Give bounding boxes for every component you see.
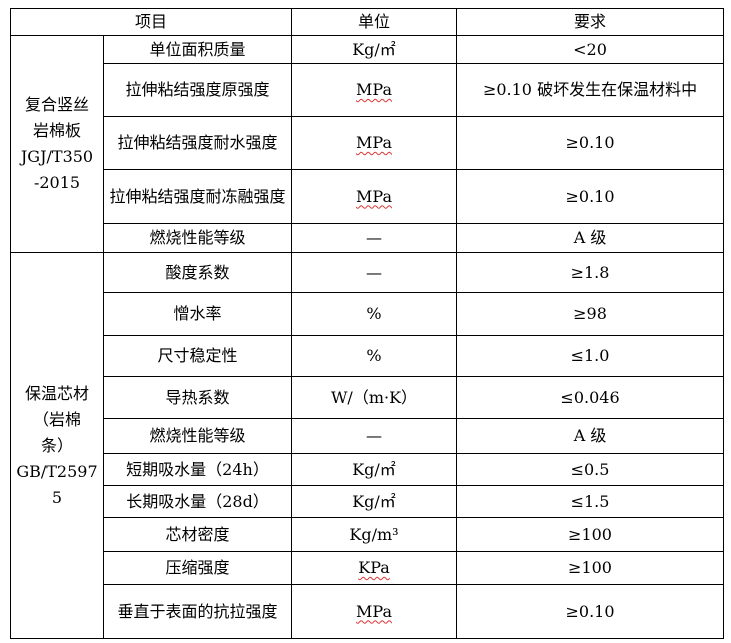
- unit-cell: MPa: [291, 169, 458, 224]
- unit-text: MPa: [356, 80, 392, 99]
- requirement-cell: ≤1.5: [456, 485, 725, 518]
- requirement-cell: ≥100: [456, 517, 725, 552]
- item-cell: 导热系数: [102, 376, 293, 419]
- unit-text: MPa: [356, 133, 392, 152]
- table-row: 导热系数 W/（m·K） ≤0.046: [11, 376, 725, 419]
- table-row: 保温芯材 （岩棉 条） GB/T2597 5 酸度系数 — ≥1.8: [10, 252, 725, 639]
- unit-cell: —: [291, 252, 458, 293]
- table-row: 短期吸水量（24h） Kg/㎡ ≤0.5: [11, 453, 725, 486]
- unit-cell: %: [291, 292, 458, 336]
- header-unit: 单位: [291, 8, 458, 36]
- item-cell: 长期吸水量（28d）: [102, 485, 293, 518]
- table-row: 拉伸粘结强度原强度 MPa ≥0.10 破坏发生在保温材料中: [11, 63, 725, 117]
- table-row: 尺寸稳定性 % ≤1.0: [11, 335, 725, 377]
- unit-cell: Kg/m³: [291, 517, 458, 552]
- table-row: 长期吸水量（28d） Kg/㎡ ≤1.5: [11, 485, 725, 518]
- table-row: 垂直于表面的抗拉强度 MPa ≥0.10: [11, 584, 725, 639]
- item-cell: 酸度系数: [102, 252, 293, 293]
- unit-text: KPa: [358, 558, 390, 577]
- unit-cell: Kg/㎡: [291, 485, 458, 518]
- unit-text: MPa: [356, 601, 392, 621]
- unit-cell: KPa: [291, 551, 458, 585]
- unit-cell: MPa: [291, 63, 458, 117]
- table-row: 憎水率 % ≥98: [11, 292, 725, 336]
- unit-cell: Kg/㎡: [291, 453, 458, 486]
- requirement-cell: ≥0.10 破坏发生在保温材料中: [456, 63, 725, 117]
- requirement-cell: ≥0.10: [456, 584, 725, 639]
- item-cell: 芯材密度: [102, 517, 293, 552]
- unit-cell: —: [291, 418, 458, 454]
- item-cell: 燃烧性能等级: [102, 223, 293, 253]
- unit-cell: Kg/㎡: [291, 35, 458, 64]
- table-row: 压缩强度 KPa ≥100: [11, 551, 725, 585]
- group-label: 复合竖丝 岩棉板 JGJ/T350 -2015: [10, 35, 104, 253]
- table-row: 燃烧性能等级 — A 级: [11, 223, 725, 253]
- requirement-cell: ≥0.10: [456, 169, 725, 224]
- item-cell: 单位面积质量: [102, 35, 293, 64]
- table-row: 拉伸粘结强度耐水强度 MPa ≥0.10: [11, 116, 725, 170]
- requirement-cell: <20: [456, 35, 725, 64]
- unit-cell: W/（m·K）: [291, 376, 458, 419]
- requirements-table: 项目 单位 要求 复合竖丝 岩棉板 JGJ/T350 -2015 单位面积质量 …: [9, 8, 725, 639]
- unit-cell: MPa: [291, 116, 458, 170]
- item-cell: 短期吸水量（24h）: [102, 453, 293, 486]
- item-cell: 拉伸粘结强度原强度: [102, 63, 293, 117]
- header-row: 项目 单位 要求: [9, 8, 725, 36]
- item-cell: 压缩强度: [102, 551, 293, 585]
- unit-cell: —: [291, 223, 458, 253]
- table-row: 复合竖丝 岩棉板 JGJ/T350 -2015 单位面积质量 Kg/㎡ <20: [10, 35, 725, 253]
- requirement-cell: ≥98: [456, 292, 725, 336]
- requirement-cell: ≥0.10: [456, 116, 725, 170]
- item-cell: 憎水率: [102, 292, 293, 336]
- item-cell: 燃烧性能等级: [102, 418, 293, 454]
- requirement-cell: ≥100: [456, 551, 725, 585]
- requirement-cell: ≥1.8: [456, 252, 725, 293]
- unit-cell: %: [291, 335, 458, 377]
- table-row: 拉伸粘结强度耐冻融强度 MPa ≥0.10: [11, 169, 725, 224]
- unit-cell: MPa: [291, 584, 458, 639]
- requirement-cell: ≤0.046: [456, 376, 725, 419]
- header-item: 项目: [9, 8, 293, 36]
- item-cell: 尺寸稳定性: [102, 335, 293, 377]
- requirement-cell: A 级: [456, 223, 725, 253]
- item-cell: 拉伸粘结强度耐水强度: [102, 116, 293, 170]
- item-cell: 垂直于表面的抗拉强度: [102, 584, 293, 639]
- header-requirement: 要求: [456, 8, 725, 36]
- item-cell: 拉伸粘结强度耐冻融强度: [102, 169, 293, 224]
- unit-text: MPa: [356, 186, 392, 206]
- table-row: 燃烧性能等级 — A 级: [11, 418, 725, 454]
- table-row: 芯材密度 Kg/m³ ≥100: [11, 517, 725, 552]
- requirement-cell: ≤0.5: [456, 453, 725, 486]
- group-label: 保温芯材 （岩棉 条） GB/T2597 5: [10, 252, 104, 639]
- requirement-cell: A 级: [456, 418, 725, 454]
- requirement-cell: ≤1.0: [456, 335, 725, 377]
